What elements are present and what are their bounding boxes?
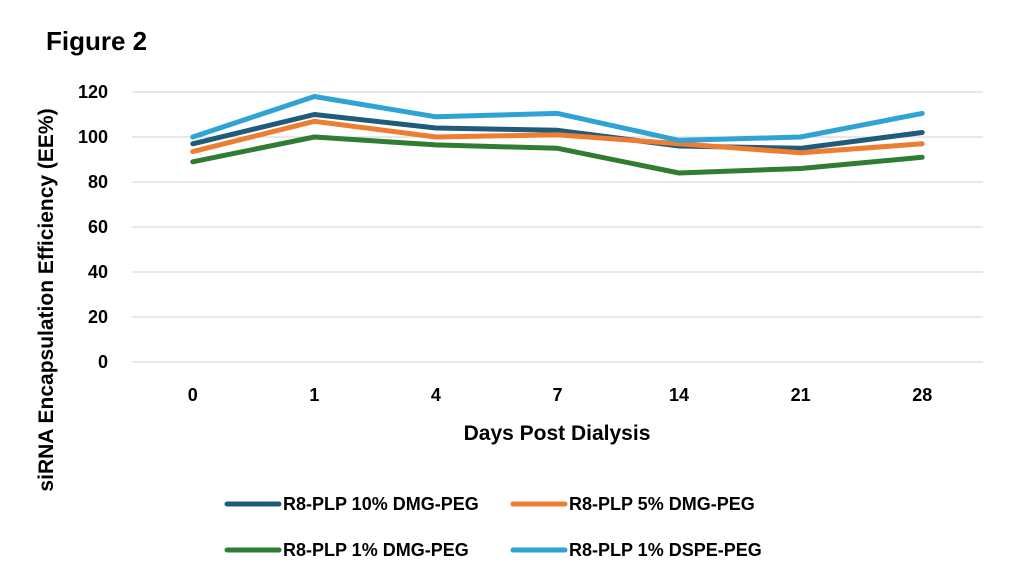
y-tick-label: 0 [98,352,108,372]
x-tick-label: 0 [188,385,198,405]
y-tick-label: 60 [88,217,108,237]
y-tick-label: 120 [78,82,108,102]
y-axis-title: siRNA Encapsulation Efficiency (EE%) [35,108,58,491]
x-tick-label: 7 [552,385,562,405]
legend-label-1: R8-PLP 10% DMG-PEG [283,494,479,514]
series-line-4 [190,94,925,143]
x-tick-label: 4 [431,385,441,405]
x-axis-title: Days Post Dialysis [464,422,651,445]
series-lines [190,94,925,176]
legend-label-3: R8-PLP 1% DMG-PEG [283,540,469,560]
series-line-2 [190,118,925,156]
y-tick-label: 80 [88,172,108,192]
series-line-1 [190,112,925,151]
series-line-3 [190,134,925,176]
y-tick-labels: 0 20 40 60 80 100 120 [78,82,108,372]
legend: R8-PLP 10% DMG-PEG R8-PLP 5% DMG-PEG R8-PL… [224,494,762,560]
y-tick-label: 100 [78,127,108,147]
y-tick-label: 20 [88,307,108,327]
legend-label-2: R8-PLP 5% DMG-PEG [569,494,755,514]
x-tick-label: 1 [309,385,319,405]
y-tick-label: 40 [88,262,108,282]
x-tick-label: 28 [912,385,932,405]
x-tick-label: 21 [791,385,811,405]
legend-label-4: R8-PLP 1% DSPE-PEG [569,540,762,560]
x-tick-labels: 0 1 4 7 14 21 28 [188,385,932,405]
figure-label: Figure 2 [46,26,147,56]
x-tick-label: 14 [669,385,689,405]
